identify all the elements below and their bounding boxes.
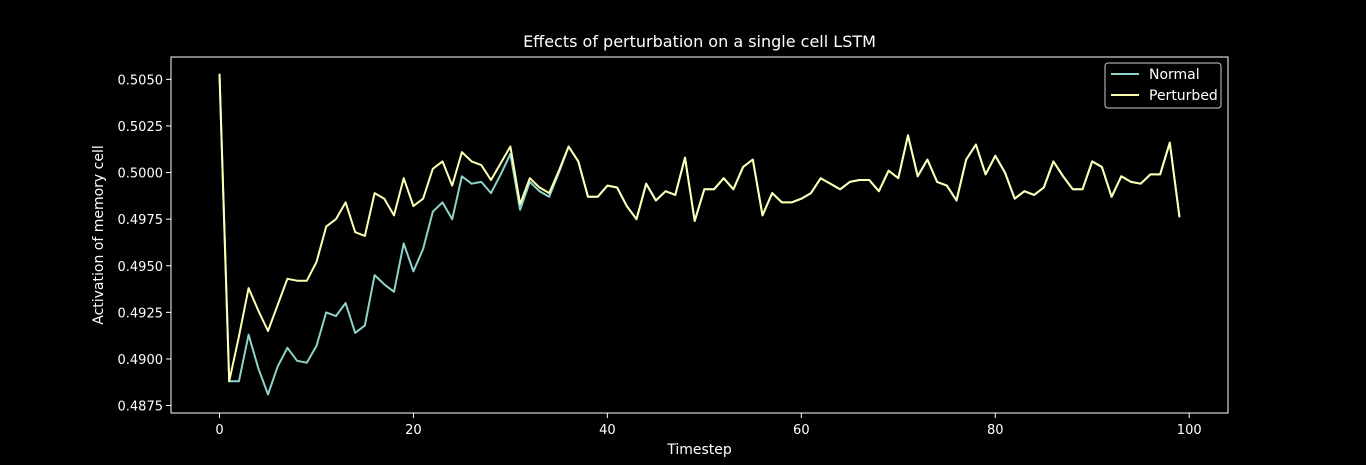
legend-label: Perturbed (1149, 88, 1218, 104)
y-axis-label: Activation of memory cell (91, 145, 107, 325)
x-tick-label: 0 (215, 423, 223, 438)
axis-ticks: 0 20 40 60 80 100 0.4875 0.4900 0.4925 0.4950 0.49… (118, 73, 1202, 438)
series-lines (218, 73, 1181, 396)
y-tick-label: 0.4925 (118, 306, 164, 321)
y-tick-label: 0.5050 (118, 73, 164, 88)
x-tick-label: 20 (405, 423, 422, 438)
plot-frame (170, 56, 1229, 414)
x-tick-label: 40 (599, 423, 616, 438)
legend-label: Normal (1149, 67, 1200, 83)
x-tick-label: 100 (1177, 423, 1202, 438)
y-tick-label: 0.5025 (118, 120, 164, 135)
x-tick-label: 80 (987, 423, 1004, 438)
series-line-perturbed (218, 73, 1181, 383)
y-tick-label: 0.4875 (118, 400, 164, 415)
legend: Normal Perturbed (1104, 62, 1222, 109)
x-tick-label: 60 (793, 423, 810, 438)
y-tick-label: 0.4975 (118, 213, 164, 228)
y-tick-label: 0.4900 (118, 353, 164, 368)
y-tick-label: 0.4950 (118, 260, 164, 275)
chart-title: Effects of perturbation on a single cell… (523, 32, 876, 51)
y-tick-label: 0.5000 (118, 167, 164, 182)
x-axis-label: Timestep (666, 442, 732, 458)
